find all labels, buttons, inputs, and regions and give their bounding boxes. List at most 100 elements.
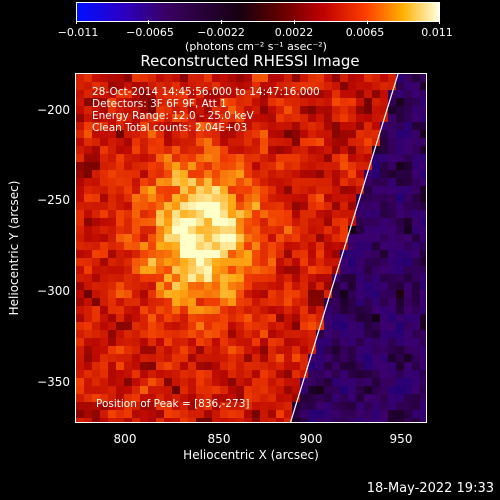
heat-cell: [92, 106, 100, 114]
heat-cell: [300, 394, 308, 402]
heat-cell: [100, 138, 108, 146]
heat-cell: [340, 146, 348, 154]
heat-cell: [340, 290, 348, 298]
heat-cell: [148, 194, 156, 202]
heat-cell: [84, 298, 92, 306]
heat-cell: [236, 146, 244, 154]
heat-cell: [220, 250, 228, 258]
heat-cell: [380, 290, 388, 298]
heat-cell: [356, 74, 364, 82]
heat-cell: [396, 386, 404, 394]
heat-cell: [236, 346, 244, 354]
heat-cell: [124, 338, 132, 346]
heat-cell: [396, 330, 404, 338]
heat-cell: [220, 386, 228, 394]
heat-cell: [180, 274, 188, 282]
heat-cell: [132, 82, 140, 90]
heat-cell: [324, 290, 332, 298]
heat-cell: [420, 162, 426, 170]
heat-cell: [212, 338, 220, 346]
heat-cell: [396, 122, 404, 130]
heat-cell: [252, 330, 260, 338]
heat-cell: [308, 242, 316, 250]
heat-cell: [364, 370, 372, 378]
heat-cell: [244, 266, 252, 274]
heat-cell: [180, 186, 188, 194]
heat-cell: [388, 82, 396, 90]
heat-cell: [276, 90, 284, 98]
heat-cell: [388, 130, 396, 138]
heat-cell: [340, 258, 348, 266]
heat-cell: [340, 298, 348, 306]
heat-cell: [348, 130, 356, 138]
heat-cell: [220, 410, 228, 418]
heat-cell: [396, 162, 404, 170]
heat-cell: [148, 98, 156, 106]
heat-cell: [300, 90, 308, 98]
heat-cell: [148, 210, 156, 218]
heat-cell: [420, 290, 426, 298]
heat-cell: [220, 234, 228, 242]
heat-cell: [84, 330, 92, 338]
heat-cell: [236, 258, 244, 266]
heat-cell: [260, 138, 268, 146]
heat-cell: [108, 82, 116, 90]
heat-cell: [356, 338, 364, 346]
heat-cell: [228, 330, 236, 338]
heat-cell: [340, 186, 348, 194]
heat-cell: [140, 234, 148, 242]
heat-cell: [100, 322, 108, 330]
heat-cell: [204, 178, 212, 186]
heat-cell: [412, 178, 420, 186]
heat-cell: [284, 290, 292, 298]
heat-cell: [404, 330, 412, 338]
heat-cell: [140, 146, 148, 154]
heat-cell: [276, 234, 284, 242]
heat-cell: [188, 362, 196, 370]
heat-cell: [364, 106, 372, 114]
heat-cell: [420, 90, 426, 98]
heat-cell: [236, 378, 244, 386]
heat-cell: [308, 418, 316, 422]
heat-cell: [180, 370, 188, 378]
heat-cell: [324, 226, 332, 234]
heat-cell: [140, 194, 148, 202]
heat-cell: [324, 106, 332, 114]
heat-cell: [148, 170, 156, 178]
heat-cell: [412, 362, 420, 370]
heat-cell: [140, 154, 148, 162]
heat-cell: [172, 210, 180, 218]
heat-cell: [124, 242, 132, 250]
heat-cell: [356, 298, 364, 306]
y-tick-label: −300: [37, 284, 70, 298]
heat-cell: [364, 410, 372, 418]
heat-cell: [164, 250, 172, 258]
heat-cell: [156, 242, 164, 250]
heat-cell: [188, 210, 196, 218]
heat-cell: [108, 122, 116, 130]
heat-cell: [396, 130, 404, 138]
heat-cell: [268, 378, 276, 386]
heat-cell: [308, 330, 316, 338]
heat-cell: [332, 162, 340, 170]
heat-cell: [116, 146, 124, 154]
heat-cell: [108, 234, 116, 242]
heat-cell: [188, 330, 196, 338]
heat-cell: [396, 226, 404, 234]
heat-cell: [252, 378, 260, 386]
heat-cell: [164, 122, 172, 130]
heat-cell: [132, 314, 140, 322]
heat-cell: [340, 74, 348, 82]
heat-cell: [364, 154, 372, 162]
heat-cell: [404, 354, 412, 362]
heat-cell: [324, 362, 332, 370]
heat-cell: [228, 306, 236, 314]
heat-cell: [92, 250, 100, 258]
heat-cell: [316, 170, 324, 178]
heat-cell: [84, 394, 92, 402]
heat-cell: [204, 114, 212, 122]
heat-cell: [156, 418, 164, 422]
heat-cell: [268, 410, 276, 418]
heat-cell: [252, 250, 260, 258]
heat-cell: [116, 362, 124, 370]
